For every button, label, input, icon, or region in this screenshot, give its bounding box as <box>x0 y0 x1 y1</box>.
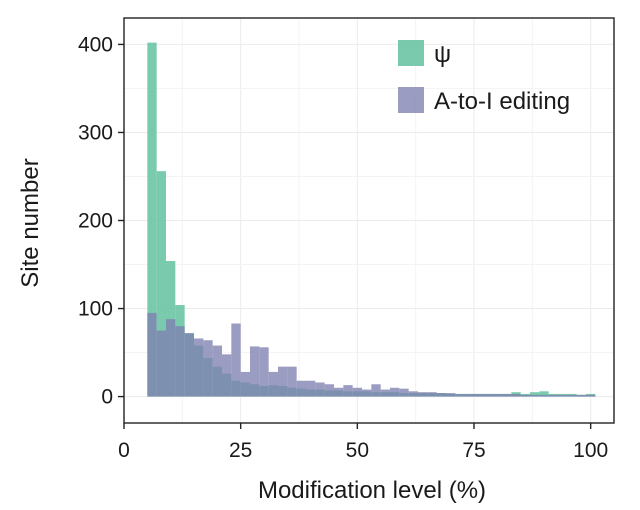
bar <box>203 340 213 397</box>
y-axis-ticks: 0 100 200 300 400 <box>78 33 124 409</box>
bar <box>212 345 222 397</box>
bar <box>268 371 278 397</box>
bar <box>539 391 549 397</box>
y-tick-label: 0 <box>101 386 113 409</box>
bar <box>334 387 344 397</box>
x-tick-label: 100 <box>573 439 608 462</box>
y-tick-label: 200 <box>78 210 113 233</box>
bar <box>520 394 530 397</box>
bar <box>511 393 521 397</box>
bar <box>586 394 596 397</box>
bar <box>362 389 372 397</box>
bar <box>530 392 540 397</box>
bar <box>352 387 362 397</box>
y-tick-label: 400 <box>78 33 113 56</box>
bar <box>296 380 306 397</box>
bar <box>184 333 194 397</box>
bar <box>548 394 558 397</box>
bar <box>483 393 493 397</box>
bar <box>427 392 437 397</box>
bar <box>166 319 176 397</box>
bar <box>380 389 390 397</box>
bar <box>539 394 549 397</box>
bar <box>250 346 260 397</box>
y-tick-label: 300 <box>78 121 113 144</box>
bar <box>156 171 166 397</box>
bar <box>371 384 381 397</box>
bar <box>194 338 204 397</box>
y-axis-title: Site number <box>17 158 44 287</box>
bar <box>287 366 297 397</box>
x-tick-label: 75 <box>462 439 485 462</box>
legend-label: ψ <box>434 41 451 68</box>
legend-swatch <box>398 87 424 113</box>
x-tick-label: 0 <box>118 439 130 462</box>
x-tick-label: 50 <box>346 439 369 462</box>
y-tick-label: 100 <box>78 298 113 321</box>
bar <box>147 312 157 397</box>
legend: ψ A-to-I editing <box>398 40 570 115</box>
bar <box>315 382 325 397</box>
bar <box>324 384 334 397</box>
bar <box>231 323 241 397</box>
bar <box>408 391 418 397</box>
bar <box>222 354 232 397</box>
legend-swatch <box>398 40 424 66</box>
bar <box>502 393 512 397</box>
bar <box>175 326 185 397</box>
bar <box>492 393 502 397</box>
x-tick-label: 25 <box>229 439 252 462</box>
bar <box>240 371 250 397</box>
bar <box>399 388 409 397</box>
bar <box>464 393 474 397</box>
bar <box>343 385 353 397</box>
bar <box>558 394 568 397</box>
bar <box>390 387 400 397</box>
bar <box>436 393 446 397</box>
bar <box>259 347 269 397</box>
bar <box>147 42 157 397</box>
bar <box>278 366 288 397</box>
series-a-to-i-editing-bars <box>147 312 596 397</box>
bar <box>474 393 484 397</box>
bar <box>455 393 465 397</box>
bar <box>530 394 540 397</box>
bar <box>576 394 586 397</box>
legend-label: A-to-I editing <box>434 88 570 115</box>
bar <box>418 392 428 397</box>
bar <box>446 393 456 397</box>
bar <box>306 380 316 397</box>
x-axis-ticks: 0 25 50 75 100 <box>118 423 608 462</box>
bar <box>156 330 166 397</box>
bar <box>567 394 577 397</box>
x-axis-title: Modification level (%) <box>258 477 486 504</box>
